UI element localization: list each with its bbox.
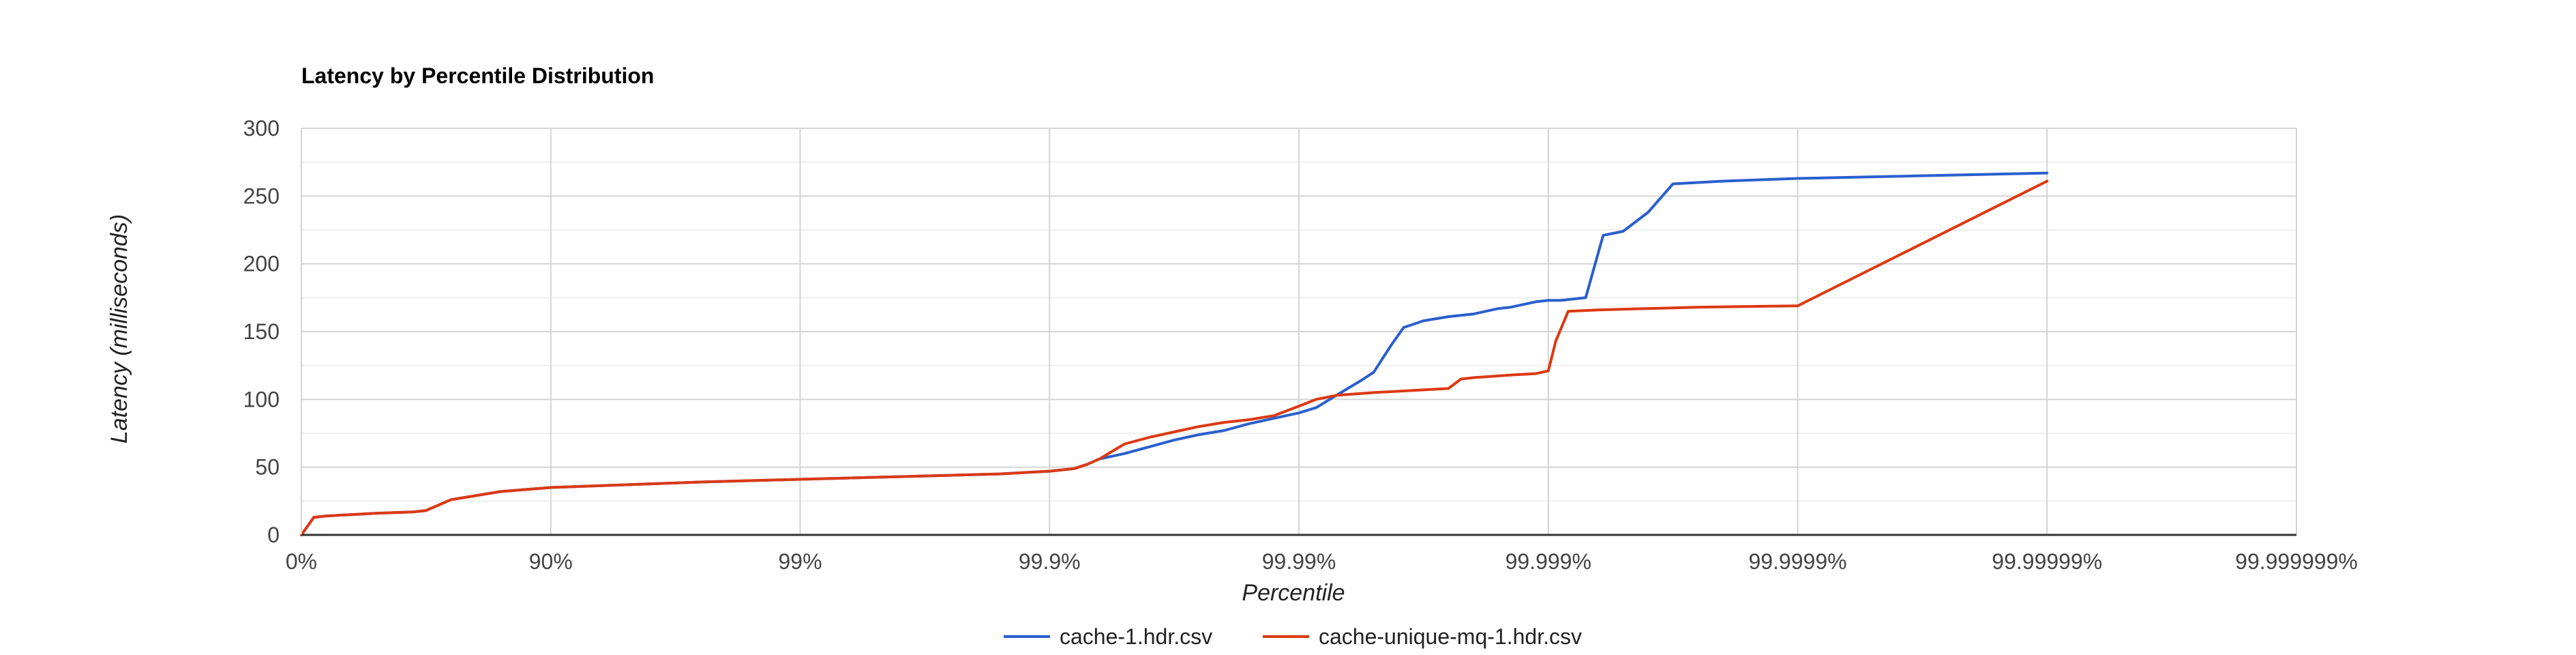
x-tick-label: 99.999999%: [2235, 549, 2358, 574]
x-tick-label: 0%: [286, 549, 317, 574]
y-tick-label: 250: [243, 184, 280, 208]
series-line-2: [300, 179, 2049, 536]
y-tick-label: 150: [243, 319, 280, 344]
chart-title: Latency by Percentile Distribution: [301, 63, 654, 88]
y-tick-label: 200: [243, 252, 280, 276]
axes: 0 50 100 150 200 250 300 0% 90% 99% 99.9% 99.99% 99.…: [243, 116, 2358, 574]
y-tick-label: 50: [255, 455, 280, 480]
legend: cache-1.hdr.csv cache-unique-mq-1.hdr.csv: [1004, 624, 1582, 649]
grid: [301, 128, 2297, 535]
y-tick-label: 100: [243, 387, 280, 411]
y-tick-label: 300: [243, 116, 280, 141]
y-tick-label: 0: [267, 523, 280, 547]
x-tick-label: 99.99%: [1262, 549, 1336, 574]
x-tick-label: 99.9999%: [1748, 549, 1846, 574]
x-tick-label: 99.999%: [1506, 549, 1591, 574]
y-axis-title: Latency (milliseconds): [106, 214, 132, 443]
x-tick-label: 90%: [529, 549, 573, 574]
legend-label: cache-unique-mq-1.hdr.csv: [1319, 624, 1582, 649]
legend-label: cache-1.hdr.csv: [1060, 624, 1212, 649]
x-tick-label: 99%: [778, 549, 822, 574]
x-axis-title: Percentile: [1242, 580, 1345, 606]
x-tick-label: 99.99999%: [1992, 549, 2102, 574]
series-lines: [300, 171, 2049, 536]
x-tick-label: 99.9%: [1019, 549, 1081, 574]
